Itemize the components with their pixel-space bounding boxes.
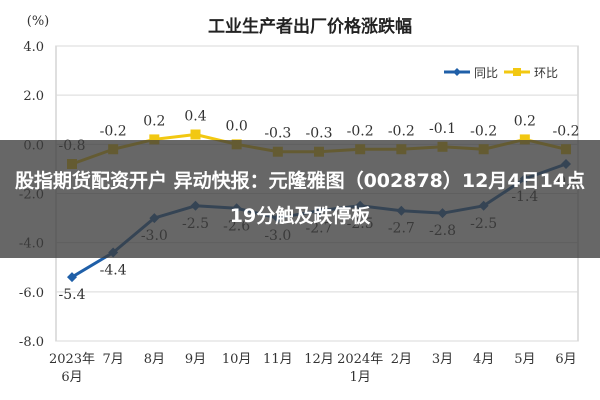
x-tick-label: 8月	[144, 352, 165, 367]
overlay-headline: 股指期货配资开户 异动快报：元隆雅图（002878）12月4日14点19分触及跌…	[14, 170, 586, 227]
x-tick-label: 4月	[473, 352, 494, 367]
data-point-mom	[519, 134, 530, 145]
legend-marker-mom	[513, 68, 521, 76]
legend-label: 同比	[474, 66, 498, 80]
x-tick-label: 5月	[514, 352, 535, 367]
data-label-mom: -0.2	[100, 123, 127, 139]
x-tick-label: 2023年	[49, 352, 95, 367]
chart-title: 工业生产者出厂价格涨跌幅	[208, 16, 412, 37]
y-tick-label: -8.0	[19, 335, 44, 350]
data-label-mom: -0.3	[264, 126, 291, 142]
data-label-mom: -0.2	[553, 123, 580, 139]
data-label-mom: -0.2	[470, 123, 497, 139]
data-label-mom: -0.3	[306, 126, 333, 142]
legend-label: 环比	[534, 66, 558, 80]
x-tick-label: 6月	[61, 370, 82, 385]
overlay-banner	[0, 140, 600, 258]
data-label-mom: -0.2	[347, 123, 374, 139]
data-label-mom: -0.2	[388, 123, 415, 139]
data-label-yoy: -4.4	[100, 263, 127, 279]
x-tick-label: 3月	[432, 352, 453, 367]
data-label-mom: 0.4	[184, 109, 206, 125]
x-tick-label: 7月	[103, 352, 124, 367]
y-axis-unit: (%)	[27, 14, 50, 29]
data-point-yoy	[67, 272, 77, 283]
data-label-mom: 0.2	[143, 113, 165, 129]
y-tick-label: 2.0	[23, 89, 44, 104]
data-label-mom: 0.0	[226, 118, 248, 134]
y-tick-label: 4.0	[23, 40, 44, 55]
x-tick-label: 10月	[222, 352, 252, 367]
x-tick-label: 12月	[304, 352, 334, 367]
data-label-mom: 0.2	[514, 113, 536, 129]
data-label-mom: -0.1	[429, 121, 456, 137]
x-tick-label: 2月	[391, 352, 412, 367]
x-tick-label: 2024年	[337, 352, 383, 367]
legend-marker-yoy	[453, 68, 461, 76]
x-tick-label: 6月	[555, 352, 576, 367]
x-tick-label: 1月	[350, 370, 371, 385]
data-point-mom	[149, 134, 160, 145]
data-label-yoy: -5.4	[59, 287, 86, 303]
data-point-mom	[190, 129, 201, 140]
x-tick-label: 11月	[263, 352, 293, 367]
x-tick-label: 9月	[185, 352, 206, 367]
y-tick-label: -6.0	[19, 286, 44, 301]
